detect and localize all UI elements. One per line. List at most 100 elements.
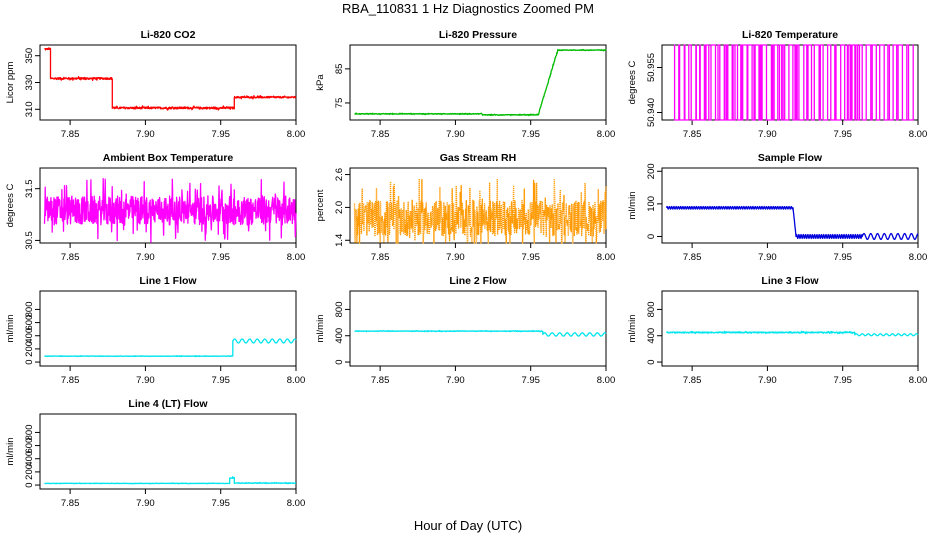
y-tick-label-line-2-flow: 800 bbox=[334, 301, 345, 317]
x-tick-label-line-2-flow: 7.85 bbox=[371, 375, 390, 386]
chart-li-820-co2: Li-820 CO2 7.85 7.90 7.95 8.00 310 330 350 Licor… bbox=[5, 29, 305, 140]
chart-title-line-3-flow: Line 3 Flow bbox=[761, 275, 819, 287]
y-axis-label-li-820-pressure: kPa bbox=[315, 74, 326, 91]
y-tick-label-sample-flow: 100 bbox=[646, 196, 657, 212]
x-tick-label-sample-flow: 7.95 bbox=[833, 252, 852, 263]
y-tick-label-li-820-pressure: 85 bbox=[334, 64, 345, 75]
x-tick-label-li-820-pressure: 7.85 bbox=[371, 129, 390, 140]
x-tick-label-line-1-flow: 7.85 bbox=[61, 375, 80, 386]
x-tick-label-line-4-lt-flow: 7.95 bbox=[211, 498, 230, 509]
plot-frame-line-3-flow bbox=[661, 290, 919, 367]
x-tick-label-li-820-temperature: 7.90 bbox=[758, 129, 777, 140]
y-tick-label-line-1-flow: 200 bbox=[24, 341, 35, 357]
series-line-li-820-pressure bbox=[354, 48, 607, 117]
y-tick-label-li-820-co2: 350 bbox=[24, 48, 35, 64]
series-line-sample-flow bbox=[665, 205, 919, 241]
x-tick-label-li-820-co2: 7.95 bbox=[211, 129, 230, 140]
y-tick-label-line-1-flow: 0 bbox=[24, 359, 35, 364]
chart-title-line-4-lt-flow: Line 4 (LT) Flow bbox=[128, 398, 208, 410]
x-tick-label-li-820-temperature: 8.00 bbox=[909, 129, 928, 140]
series-line-li-820-co2 bbox=[44, 47, 297, 111]
x-tick-label-line-2-flow: 7.95 bbox=[521, 375, 540, 386]
x-tick-label-line-4-lt-flow: 7.90 bbox=[136, 498, 155, 509]
y-tick-label-gas-stream-rh: 2.6 bbox=[334, 168, 345, 181]
x-tick-label-li-820-co2: 7.85 bbox=[61, 129, 80, 140]
y-tick-label-line-1-flow: 800 bbox=[24, 301, 35, 317]
figure-title: RBA_110831 1 Hz Diagnostics Zoomed PM bbox=[342, 1, 594, 16]
chart-li-820-pressure: Li-820 Pressure 7.85 7.90 7.95 8.00 75 85 kPa bbox=[315, 29, 615, 140]
y-tick-label-line-3-flow: 400 bbox=[646, 328, 657, 344]
y-tick-label-li-820-temperature: 50.940 bbox=[646, 98, 657, 127]
y-tick-label-sample-flow: 200 bbox=[646, 163, 657, 179]
y-tick-label-li-820-temperature: 50.955 bbox=[646, 53, 657, 82]
chart-ambient-box-temperature: Ambient Box Temperature 7.85 7.90 7.95 8.00 3… bbox=[5, 152, 305, 263]
y-tick-label-line-4-lt-flow: 800 bbox=[24, 424, 35, 440]
chart-title-sample-flow: Sample Flow bbox=[758, 152, 823, 164]
x-axis-label: Hour of Day (UTC) bbox=[413, 518, 523, 533]
y-tick-label-li-820-co2: 310 bbox=[24, 101, 35, 117]
y-axis-label-line-2-flow: ml/min bbox=[315, 315, 326, 343]
x-tick-label-line-1-flow: 7.95 bbox=[211, 375, 230, 386]
x-tick-label-line-2-flow: 7.90 bbox=[446, 375, 465, 386]
series-line-li-820-temperature bbox=[673, 44, 914, 121]
y-axis-label-line-4-lt-flow: ml/min bbox=[5, 438, 16, 466]
x-tick-label-line-2-flow: 8.00 bbox=[597, 375, 616, 386]
chart-line-3-flow: Line 3 Flow 7.85 7.90 7.95 8.00 0 400 800 ml/min bbox=[627, 275, 927, 386]
x-tick-label-line-1-flow: 7.90 bbox=[136, 375, 155, 386]
series-line-line-3-flow bbox=[666, 330, 919, 337]
chart-title-li-820-co2: Li-820 CO2 bbox=[141, 29, 196, 41]
y-tick-label-line-1-flow: 600 bbox=[24, 315, 35, 331]
y-tick-label-line-4-lt-flow: 600 bbox=[24, 438, 35, 454]
chart-line-2-flow: Line 2 Flow 7.85 7.90 7.95 8.00 0 400 800 ml/min bbox=[315, 275, 615, 386]
x-tick-label-ambient-box-temperature: 7.95 bbox=[211, 252, 230, 263]
y-axis-label-li-820-co2: Licor ppm bbox=[5, 62, 16, 104]
x-tick-label-gas-stream-rh: 7.85 bbox=[371, 252, 390, 263]
x-tick-label-li-820-pressure: 7.95 bbox=[521, 129, 540, 140]
x-tick-label-line-3-flow: 7.85 bbox=[683, 375, 702, 386]
x-tick-label-ambient-box-temperature: 7.90 bbox=[136, 252, 155, 263]
y-tick-label-gas-stream-rh: 1.4 bbox=[334, 234, 345, 247]
y-tick-label-line-3-flow: 0 bbox=[646, 359, 657, 364]
x-tick-label-line-4-lt-flow: 8.00 bbox=[287, 498, 306, 509]
x-tick-label-gas-stream-rh: 7.90 bbox=[446, 252, 465, 263]
x-tick-label-sample-flow: 7.85 bbox=[683, 252, 702, 263]
chart-title-ambient-box-temperature: Ambient Box Temperature bbox=[103, 152, 234, 164]
x-tick-label-line-3-flow: 7.95 bbox=[833, 375, 852, 386]
series-line-ambient-box-temperature bbox=[43, 178, 297, 243]
x-tick-label-gas-stream-rh: 8.00 bbox=[597, 252, 616, 263]
x-tick-label-li-820-temperature: 7.95 bbox=[833, 129, 852, 140]
y-tick-label-li-820-pressure: 75 bbox=[334, 98, 345, 109]
y-axis-label-ambient-box-temperature: degrees C bbox=[5, 183, 16, 227]
series-line-line-4-lt-flow bbox=[44, 476, 297, 485]
y-axis-label-line-3-flow: ml/min bbox=[627, 315, 638, 343]
y-tick-label-line-2-flow: 0 bbox=[334, 359, 345, 364]
y-axis-label-li-820-temperature: degrees C bbox=[627, 60, 638, 104]
y-axis-label-line-1-flow: ml/min bbox=[5, 315, 16, 343]
chart-sample-flow: Sample Flow 7.85 7.90 7.95 8.00 0 100 200 ml/min bbox=[627, 152, 927, 263]
chart-title-line-1-flow: Line 1 Flow bbox=[139, 275, 197, 287]
plot-frame-sample-flow bbox=[661, 167, 919, 244]
x-tick-label-li-820-co2: 7.90 bbox=[136, 129, 155, 140]
chart-gas-stream-rh: Gas Stream RH 7.85 7.90 7.95 8.00 1.4 2.0 2.6 pe… bbox=[315, 152, 615, 263]
y-tick-label-line-3-flow: 800 bbox=[646, 301, 657, 317]
plot-frame-ambient-box-temperature bbox=[39, 167, 297, 244]
y-axis-label-sample-flow: ml/min bbox=[627, 192, 638, 220]
x-tick-label-sample-flow: 7.90 bbox=[758, 252, 777, 263]
y-axis-label-gas-stream-rh: percent bbox=[315, 189, 326, 221]
x-tick-label-gas-stream-rh: 7.95 bbox=[521, 252, 540, 263]
x-tick-label-ambient-box-temperature: 7.85 bbox=[61, 252, 80, 263]
y-tick-label-gas-stream-rh: 2.0 bbox=[334, 201, 345, 214]
x-tick-label-sample-flow: 8.00 bbox=[909, 252, 928, 263]
plot-frame-line-4-lt-flow bbox=[39, 413, 297, 490]
series-line-line-1-flow bbox=[44, 338, 297, 358]
x-tick-label-line-1-flow: 8.00 bbox=[287, 375, 306, 386]
y-tick-label-line-2-flow: 400 bbox=[334, 328, 345, 344]
x-tick-label-line-4-lt-flow: 7.85 bbox=[61, 498, 80, 509]
plot-frame-line-2-flow bbox=[349, 290, 607, 367]
y-tick-label-line-1-flow: 400 bbox=[24, 328, 35, 344]
y-tick-label-line-4-lt-flow: 400 bbox=[24, 451, 35, 467]
x-tick-label-ambient-box-temperature: 8.00 bbox=[287, 252, 306, 263]
x-tick-label-li-820-co2: 8.00 bbox=[287, 129, 306, 140]
chart-title-li-820-pressure: Li-820 Pressure bbox=[439, 29, 517, 41]
